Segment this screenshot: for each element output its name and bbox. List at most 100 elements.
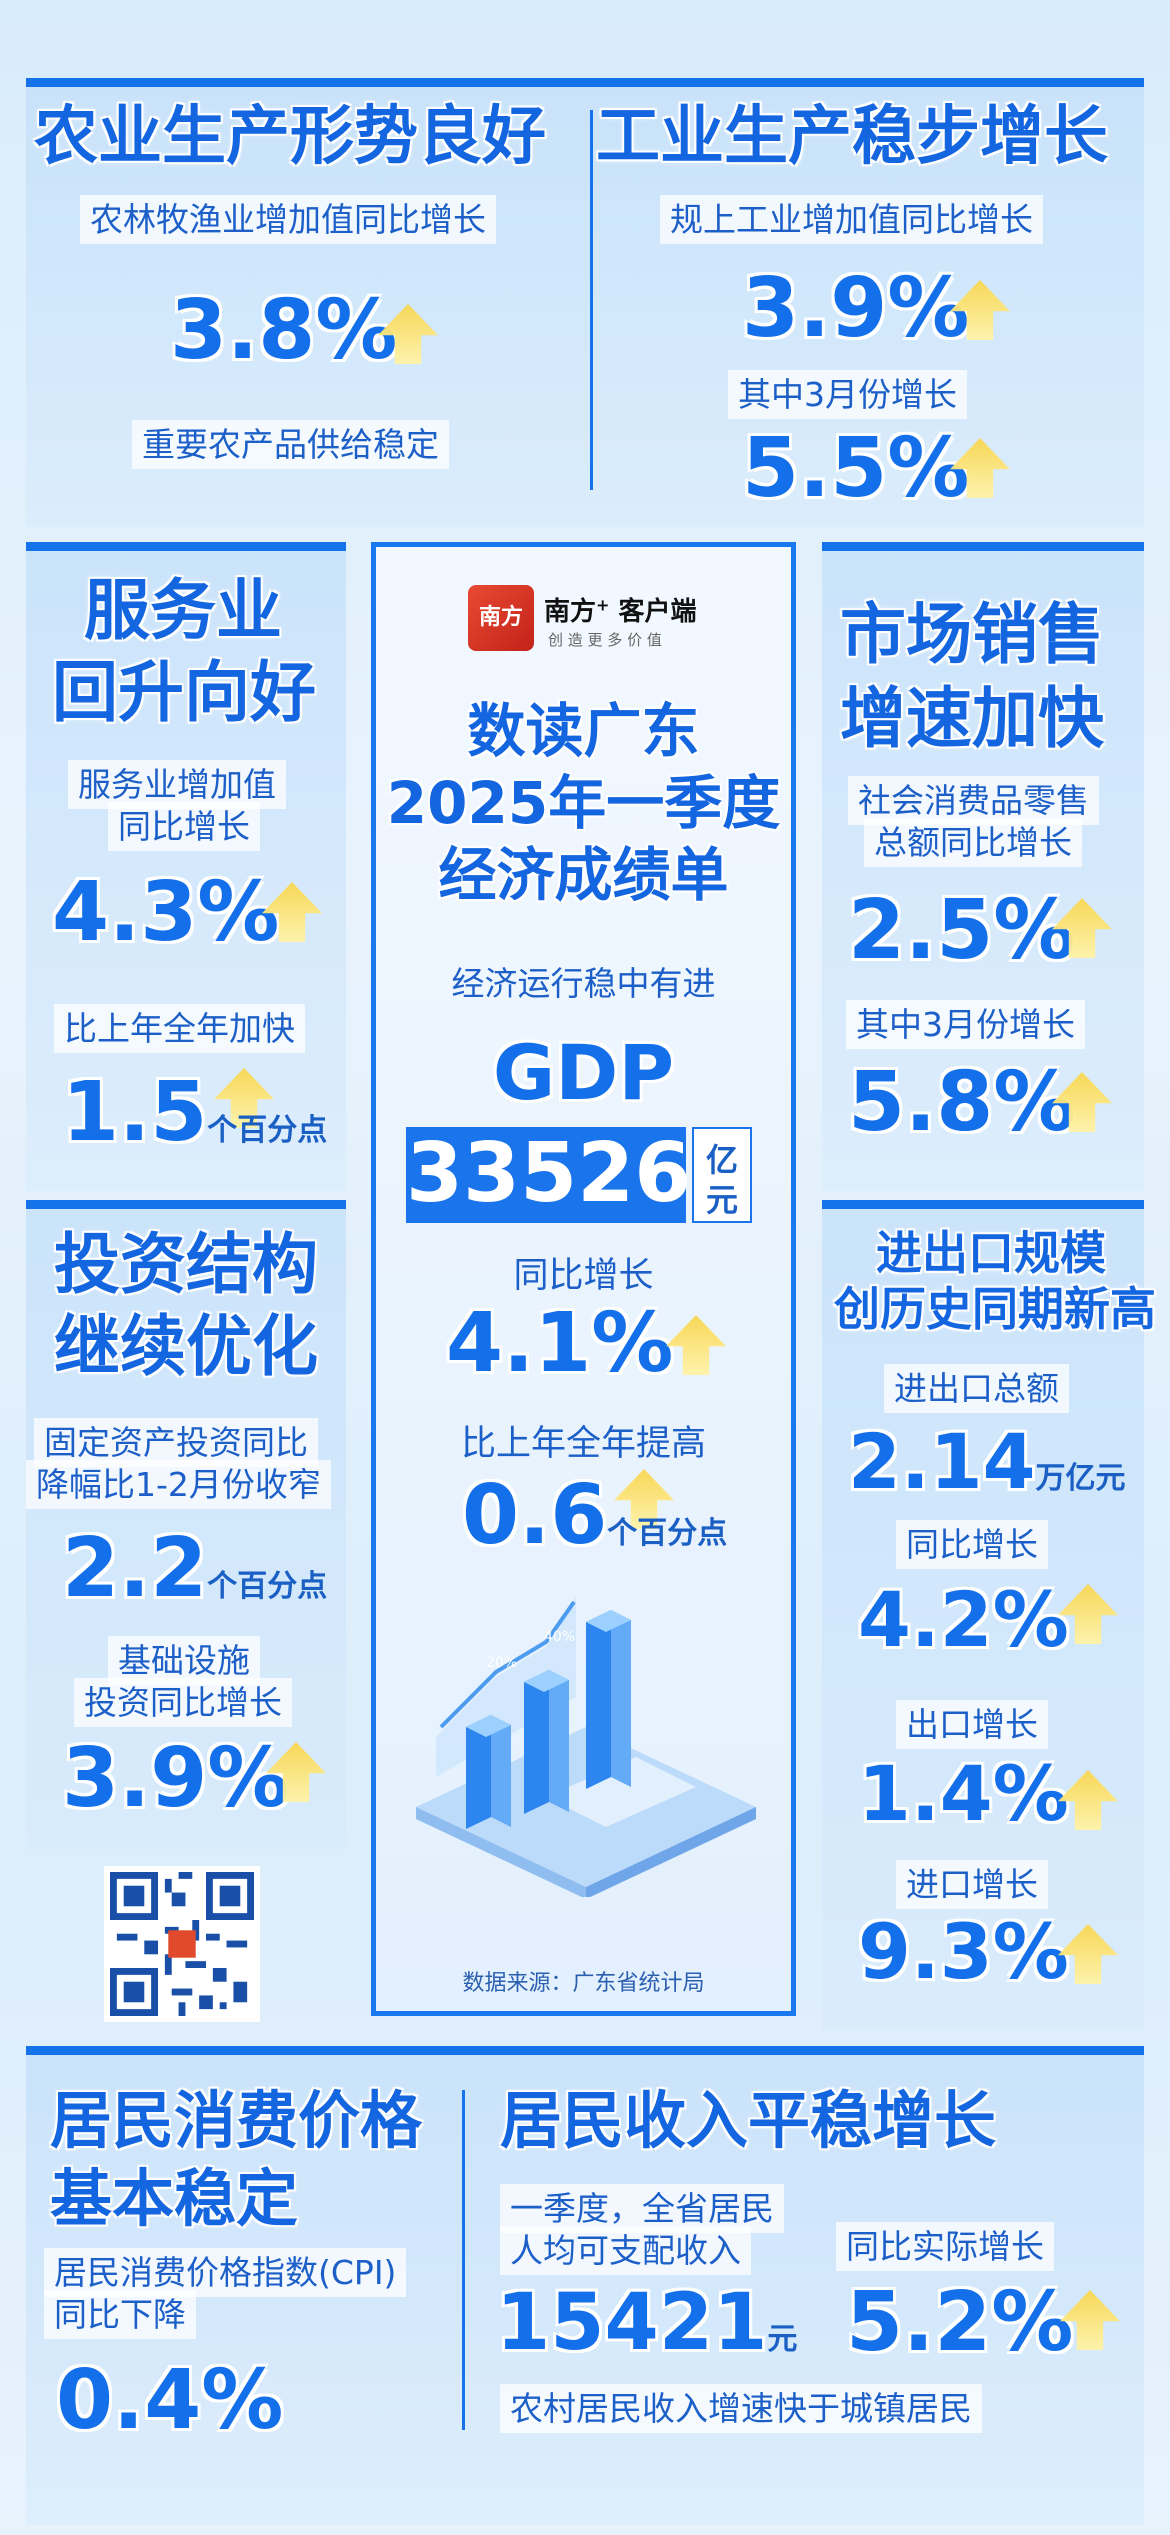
agri-value: 3.8%	[170, 283, 398, 378]
center-title-2: 2025年一季度	[386, 769, 781, 837]
service-panel	[26, 542, 346, 1191]
growth-value: 4.1%	[446, 1296, 674, 1391]
raise-label: 比上年全年提高	[460, 1424, 706, 1464]
doc-card	[546, 1757, 696, 1827]
cpi-title-2: 基本稳定	[50, 2162, 299, 2235]
service-label-1a: 服务业增加值	[68, 760, 286, 810]
trade-label-4: 进口增长	[896, 1860, 1048, 1910]
bar-1	[466, 1715, 511, 1829]
qr-code-icon	[104, 1866, 260, 2022]
trade-label-3: 出口增长	[896, 1700, 1048, 1750]
center-card: 南方 南方+ 客户端 创 造 更 多 价 值 数读广东 2025年一季度 经济成…	[371, 542, 796, 2016]
invest-title-2: 继续优化	[54, 1308, 318, 1385]
service-label-2: 比上年全年加快	[54, 1004, 305, 1054]
agri-note: 重要农产品供给稳定	[132, 420, 449, 470]
raise-unit: 个百分点	[607, 1516, 728, 1551]
market-value-1: 2.5%	[848, 883, 1076, 978]
trade-value-1-number: 2.14	[848, 1417, 1036, 1506]
logo-name: 南方+ 客户端	[544, 591, 697, 628]
service-value-1: 4.3%	[52, 865, 280, 960]
income-title: 居民收入平稳增长	[500, 2084, 997, 2157]
platform-side-left	[416, 1807, 586, 1897]
income-value-1-number: 15421	[496, 2278, 768, 2368]
invest-unit-1: 个百分点	[207, 1569, 328, 1604]
industry-value-1: 3.9%	[742, 261, 970, 356]
agri-label: 农林牧渔业增加值同比增长	[80, 195, 496, 245]
invest-title-1: 投资结构	[54, 1226, 318, 1303]
market-value-2: 5.8%	[848, 1055, 1076, 1150]
industry-value-2: 5.5%	[742, 421, 970, 516]
income-label-1a: 一季度，全省居民	[500, 2184, 784, 2234]
cpi-title-1: 居民消费价格	[50, 2084, 423, 2157]
income-label-2: 同比实际增长	[836, 2222, 1054, 2272]
market-title-2: 增速加快	[840, 680, 1104, 757]
logo-app-text: 客户端	[618, 597, 697, 627]
industry-label-2: 其中3月份增长	[728, 370, 967, 420]
gdp-value: 33526	[406, 1126, 692, 1221]
qr-pattern-icon	[110, 1872, 254, 2016]
income-label-1b: 人均可支配收入	[500, 2226, 751, 2276]
market-title-1: 市场销售	[840, 596, 1104, 673]
income-note: 农村居民收入增速快于城镇居民	[500, 2384, 982, 2434]
income-unit-1: 元	[767, 2322, 798, 2357]
gdp-unit-2: 元	[705, 1181, 738, 1219]
market-label-2: 其中3月份增长	[846, 1000, 1085, 1050]
cpi-label-2: 同比下降	[44, 2290, 196, 2340]
invest-value-2: 3.9%	[62, 1731, 290, 1826]
gdp-value-box	[406, 1127, 686, 1223]
service-title-1: 服务业	[84, 572, 282, 649]
agri-title: 农业生产形势良好	[34, 100, 546, 174]
gdp-label: GDP	[492, 1028, 675, 1117]
invest-label-2a: 基础设施	[108, 1636, 260, 1686]
growth-label: 同比增长	[513, 1256, 654, 1296]
logo-slogan: 创 造 更 多 价 值	[548, 631, 662, 649]
divider	[462, 2090, 465, 2430]
logo-mark: 南方	[478, 605, 523, 630]
service-unit-2: 个百分点	[207, 1113, 328, 1148]
divider	[590, 110, 593, 490]
trade-value-2: 4.2%	[858, 1575, 1069, 1664]
bar-chart-illustration	[416, 1597, 756, 1897]
bar-2	[524, 1670, 569, 1814]
cpi-value: 0.4%	[56, 2353, 284, 2448]
trade-value-3: 1.4%	[858, 1749, 1069, 1838]
trade-value-1: 2.14万亿元	[848, 1424, 1126, 1500]
market-label-1b: 总额同比增长	[864, 818, 1082, 868]
industry-panel	[586, 78, 1144, 527]
service-label-1b: 同比增长	[108, 802, 260, 852]
center-title-1: 数读广东	[467, 697, 700, 765]
bar-label-2: 40%	[544, 1629, 576, 1645]
data-source: 数据来源：广东省统计局	[462, 1971, 705, 1996]
income-value-2: 5.2%	[846, 2275, 1074, 2370]
trade-title-1: 进出口规模	[876, 1226, 1106, 1280]
trend-line	[439, 1600, 576, 1729]
invest-value-1-number: 2.2	[62, 1521, 208, 1616]
invest-label-1b: 降幅比1-2月份收窄	[26, 1460, 331, 1510]
bar-label-1: 20%	[486, 1655, 518, 1671]
industry-title: 工业生产稳步增长	[596, 100, 1108, 174]
trade-value-4: 9.3%	[858, 1907, 1069, 1996]
service-value-2: 1.5个百分点	[62, 1072, 327, 1154]
center-title-3: 经济成绩单	[438, 841, 729, 909]
bar-3	[586, 1610, 631, 1789]
center-subtitle: 经济运行稳中有进	[451, 964, 716, 1003]
invest-panel	[26, 1200, 346, 1849]
raise-value: 0.6个百分点	[462, 1475, 727, 1557]
platform-side-right	[586, 1807, 756, 1897]
invest-value-1: 2.2个百分点	[62, 1528, 327, 1610]
up-arrow-icon	[666, 1315, 726, 1375]
service-title-2: 回升向好	[52, 654, 316, 731]
trade-label-1: 进出口总额	[884, 1364, 1069, 1414]
gdp-unit-box	[692, 1127, 752, 1223]
trade-unit-1: 万亿元	[1035, 1461, 1126, 1496]
trade-title-2: 创历史同期新高	[834, 1282, 1156, 1336]
logo-icon	[468, 585, 534, 651]
service-value-2-number: 1.5	[62, 1065, 208, 1160]
cpi-label-1: 居民消费价格指数(CPI)	[44, 2248, 407, 2298]
industry-label-1: 规上工业增加值同比增长	[660, 195, 1043, 245]
raise-value-number: 0.6	[462, 1468, 608, 1563]
logo-name-text: 南方	[544, 597, 597, 627]
gdp-unit-1: 亿	[705, 1141, 738, 1179]
income-value-1: 15421元	[496, 2284, 797, 2362]
trade-label-2: 同比增长	[896, 1520, 1048, 1570]
